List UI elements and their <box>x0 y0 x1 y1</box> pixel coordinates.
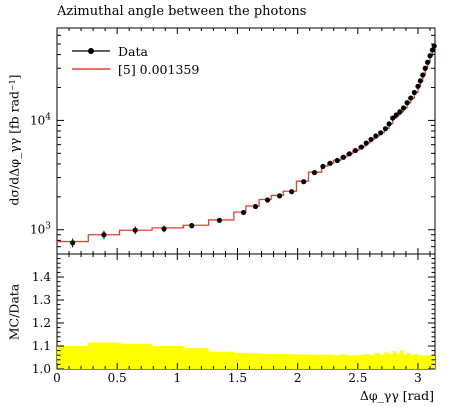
data-point <box>240 209 247 216</box>
legend-mc-label: [5] 0.001359 <box>118 61 200 77</box>
x-tick-label: 1.5 <box>228 371 247 385</box>
data-point <box>411 89 417 96</box>
ratio-band-area <box>57 342 435 369</box>
data-point <box>311 170 318 176</box>
ratio-tick-label: 1.1 <box>32 339 51 353</box>
legend: Data [5] 0.001359 <box>72 42 199 78</box>
data-point <box>386 121 392 127</box>
data-point <box>320 163 326 169</box>
data-point <box>422 65 428 71</box>
x-tick-label: 2 <box>294 371 302 385</box>
data-point <box>393 112 399 118</box>
ratio-axis-label: MC/Data <box>6 283 22 341</box>
data-point <box>276 193 283 199</box>
legend-data-marker <box>72 44 110 58</box>
data-point <box>427 53 433 59</box>
data-point <box>382 126 389 132</box>
data-point <box>340 154 346 160</box>
data-point <box>358 144 365 150</box>
data-point <box>252 203 259 210</box>
data-point <box>378 130 384 136</box>
data-point <box>400 105 407 111</box>
data-point <box>327 160 333 166</box>
data-point <box>373 133 379 139</box>
ratio-tick-label: 1.0 <box>32 362 51 376</box>
ratio-band <box>57 342 435 369</box>
y-tick-label: 104 <box>30 112 51 127</box>
legend-entry-data: Data <box>72 42 199 60</box>
data-point <box>346 151 352 157</box>
y-axis-label: dσ/dΔφ_γγ [fb rad⁻¹] <box>6 74 22 206</box>
data-point <box>189 223 195 229</box>
y-tick-label-base: 10 <box>30 113 45 127</box>
data-point <box>352 147 358 154</box>
x-tick-label: 0 <box>53 371 61 385</box>
x-tick-label: 2.5 <box>348 371 367 385</box>
x-tick-label: 3 <box>414 371 422 385</box>
x-tick-label: 1 <box>174 371 182 385</box>
data-point <box>161 226 167 232</box>
data-point <box>417 78 423 84</box>
data-point <box>70 240 76 246</box>
data-point <box>420 72 426 78</box>
data-point <box>216 217 223 223</box>
data-point <box>289 189 295 195</box>
data-point <box>390 115 396 121</box>
ratio-tick-label: 1.4 <box>32 270 51 284</box>
data-point <box>363 140 369 146</box>
data-point <box>424 59 431 65</box>
data-point <box>431 43 437 49</box>
x-axis-label: Δφ_γγ [rad] <box>359 388 434 403</box>
data-point <box>301 179 307 185</box>
data-point <box>264 197 271 203</box>
legend-data-label: Data <box>118 43 148 59</box>
data-point <box>429 47 436 53</box>
data-point <box>334 157 340 164</box>
y-tick-label-base: 10 <box>30 223 45 237</box>
data-point <box>368 136 374 143</box>
data-point <box>132 227 138 233</box>
y-tick-label: 103 <box>30 222 51 237</box>
legend-mc-line <box>72 62 110 76</box>
ratio-tick-label: 1.2 <box>32 316 51 330</box>
legend-entry-mc: [5] 0.001359 <box>72 60 199 78</box>
data-point <box>101 232 107 238</box>
data-points <box>70 43 437 248</box>
data-point <box>397 109 403 115</box>
x-tick-label: 0.5 <box>108 371 127 385</box>
chart-title: Azimuthal angle between the photons <box>57 4 307 19</box>
data-point <box>404 100 410 106</box>
ratio-tick-label: 1.3 <box>32 293 51 307</box>
y-tick-label-exponent: 3 <box>45 222 51 232</box>
data-point <box>415 83 421 89</box>
data-point <box>408 95 414 101</box>
y-tick-label-exponent: 4 <box>45 112 51 122</box>
